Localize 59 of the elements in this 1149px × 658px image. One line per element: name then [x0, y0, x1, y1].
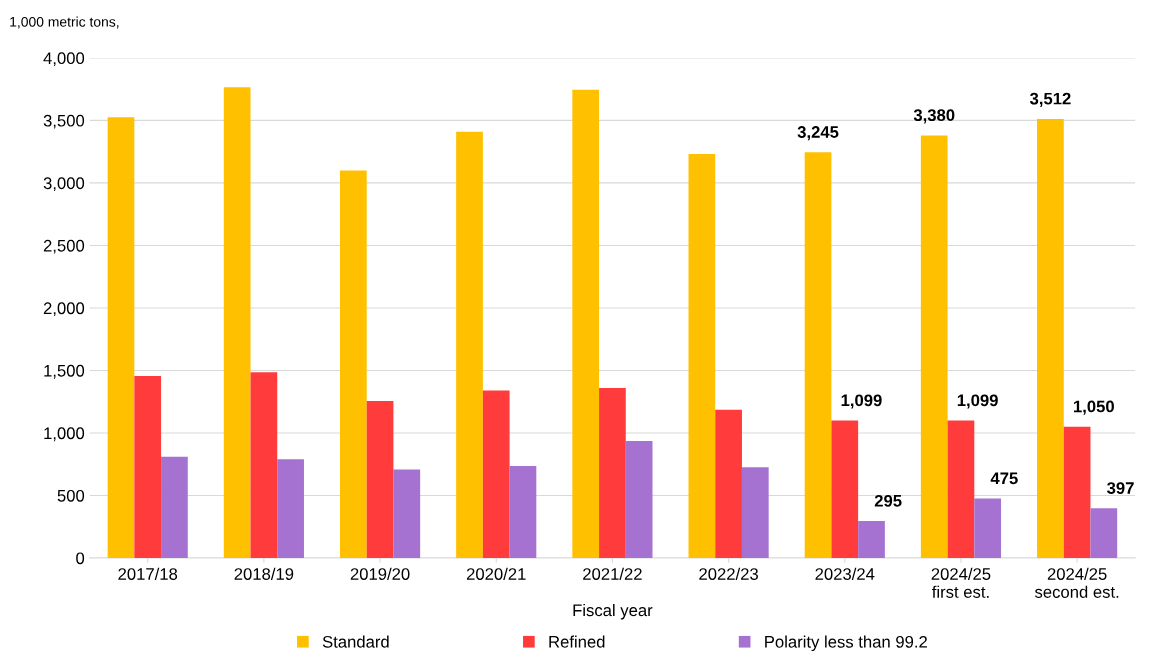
- bar: [715, 409, 742, 558]
- data-label: 397: [1106, 482, 1134, 494]
- bar: [688, 153, 716, 558]
- x-tick-label: 2017/18: [118, 567, 178, 580]
- bar: [947, 420, 975, 558]
- x-tick-label: 2020/21: [466, 567, 526, 580]
- bar: [920, 135, 948, 558]
- x-tick-label: 2024/25 first est.: [931, 567, 991, 598]
- data-label: 1,050: [1073, 400, 1114, 415]
- y-tick-label: 2,000: [43, 302, 85, 317]
- data-label: 3,380: [913, 109, 955, 124]
- bar: [625, 441, 653, 558]
- bar: [277, 459, 304, 558]
- bar: [161, 456, 188, 558]
- data-label: 475: [990, 472, 1018, 485]
- bar: [134, 376, 162, 558]
- bar: [482, 390, 510, 558]
- bar: [572, 89, 600, 558]
- bar: [1063, 426, 1091, 558]
- bar: [366, 401, 394, 558]
- bar: [107, 117, 135, 558]
- x-tick-label: 2023/24: [815, 567, 875, 580]
- data-label: 1,099: [957, 394, 998, 409]
- x-tick-label: 2024/25 second est.: [1034, 567, 1119, 598]
- data-label: 1,099: [841, 394, 882, 409]
- y-tick-label: 500: [57, 489, 85, 502]
- y-tick-label: 3,500: [43, 114, 85, 129]
- y-tick-label: 2,500: [43, 239, 85, 254]
- bar: [223, 87, 251, 558]
- bar: [339, 170, 367, 558]
- bar: [858, 521, 885, 558]
- x-tick-label: 2021/22: [583, 567, 642, 580]
- y-tick-label: 4,000: [43, 52, 85, 67]
- x-axis-title: Fiscal year: [573, 603, 653, 620]
- bar: [456, 131, 483, 558]
- data-label: 3,512: [1029, 92, 1071, 107]
- y-axis-title: 1,000 metric tons,: [10, 16, 119, 29]
- legend-label: Polarity less than 99.2: [765, 635, 927, 652]
- legend-label: Standard: [322, 635, 389, 648]
- bar: [1037, 118, 1064, 558]
- bar: [974, 498, 1002, 558]
- y-tick-label: 3,000: [43, 177, 85, 192]
- bar: [831, 420, 859, 558]
- y-tick-label: 1,000: [44, 427, 85, 442]
- x-tick-label: 2019/20: [350, 567, 410, 580]
- bar: [250, 372, 278, 558]
- data-label: 3,245: [797, 126, 839, 141]
- y-tick-label: 0: [76, 552, 85, 565]
- bar: [599, 387, 626, 558]
- bar: [1090, 508, 1118, 558]
- x-tick-label: 2022/23: [699, 567, 758, 580]
- data-label: 295: [874, 494, 902, 507]
- bar: [804, 152, 832, 558]
- bar: [393, 469, 421, 558]
- y-tick-label: 1,500: [44, 364, 85, 379]
- bar: [741, 467, 769, 558]
- bar: [509, 466, 537, 558]
- x-tick-label: 2018/19: [234, 567, 294, 580]
- legend-label: Refined: [549, 635, 605, 648]
